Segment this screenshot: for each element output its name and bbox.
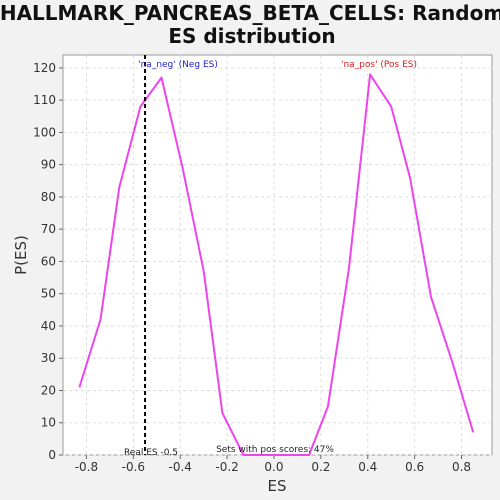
y-tick-label: 80	[41, 190, 56, 204]
y-tick-label: 90	[41, 158, 56, 172]
y-tick-label: 60	[41, 254, 56, 268]
y-tick-label: 20	[41, 383, 56, 397]
pos-scores-annotation: Sets with pos scores: 47%	[216, 445, 334, 455]
y-tick-label: 40	[41, 319, 56, 333]
chart-title-line1: HALLMARK_PANCREAS_BETA_CELLS: Random	[0, 1, 500, 25]
y-ticks: 0 10 20 30 40 50 60 70 80 90 100 110 120	[33, 61, 63, 462]
y-tick-label: 10	[41, 416, 56, 430]
x-tick-label: 0.4	[358, 460, 377, 474]
y-tick-label: 120	[33, 61, 56, 75]
neg-es-annotation: 'na_neg' (Neg ES)	[138, 60, 218, 70]
plot-area	[63, 55, 492, 455]
y-axis-label: P(ES)	[12, 235, 30, 275]
x-tick-label: 0.8	[452, 460, 471, 474]
x-axis-label: ES	[268, 477, 287, 495]
y-tick-label: 0	[48, 448, 56, 462]
x-tick-label: 0.2	[311, 460, 330, 474]
x-tick-label: -0.8	[75, 460, 98, 474]
y-tick-label: 30	[41, 351, 56, 365]
x-tick-label: 0.6	[405, 460, 424, 474]
pos-es-annotation: 'na_pos' (Pos ES)	[341, 60, 417, 70]
x-tick-label: -0.6	[122, 460, 145, 474]
real-es-label: Real ES -0.5	[124, 448, 178, 458]
y-tick-label: 50	[41, 287, 56, 301]
x-tick-label: -0.2	[215, 460, 238, 474]
x-tick-label: -0.4	[169, 460, 192, 474]
y-tick-label: 100	[33, 125, 56, 139]
x-tick-label: 0.0	[264, 460, 283, 474]
chart-title-line2: ES distribution	[168, 24, 335, 48]
y-tick-label: 110	[33, 93, 56, 107]
y-tick-label: 70	[41, 222, 56, 236]
